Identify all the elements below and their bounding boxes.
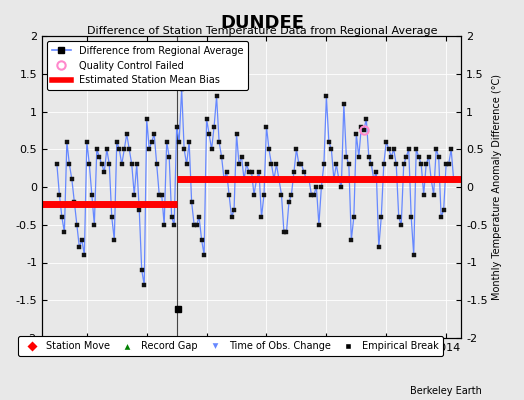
Legend: Difference from Regional Average, Quality Control Failed, Estimated Station Mean: Difference from Regional Average, Qualit… [47, 41, 248, 90]
Text: Difference of Station Temperature Data from Regional Average: Difference of Station Temperature Data f… [87, 26, 437, 36]
Legend: Station Move, Record Gap, Time of Obs. Change, Empirical Break: Station Move, Record Gap, Time of Obs. C… [18, 336, 443, 356]
Y-axis label: Monthly Temperature Anomaly Difference (°C): Monthly Temperature Anomaly Difference (… [492, 74, 502, 300]
Text: DUNDEE: DUNDEE [220, 14, 304, 32]
Text: Berkeley Earth: Berkeley Earth [410, 386, 482, 396]
